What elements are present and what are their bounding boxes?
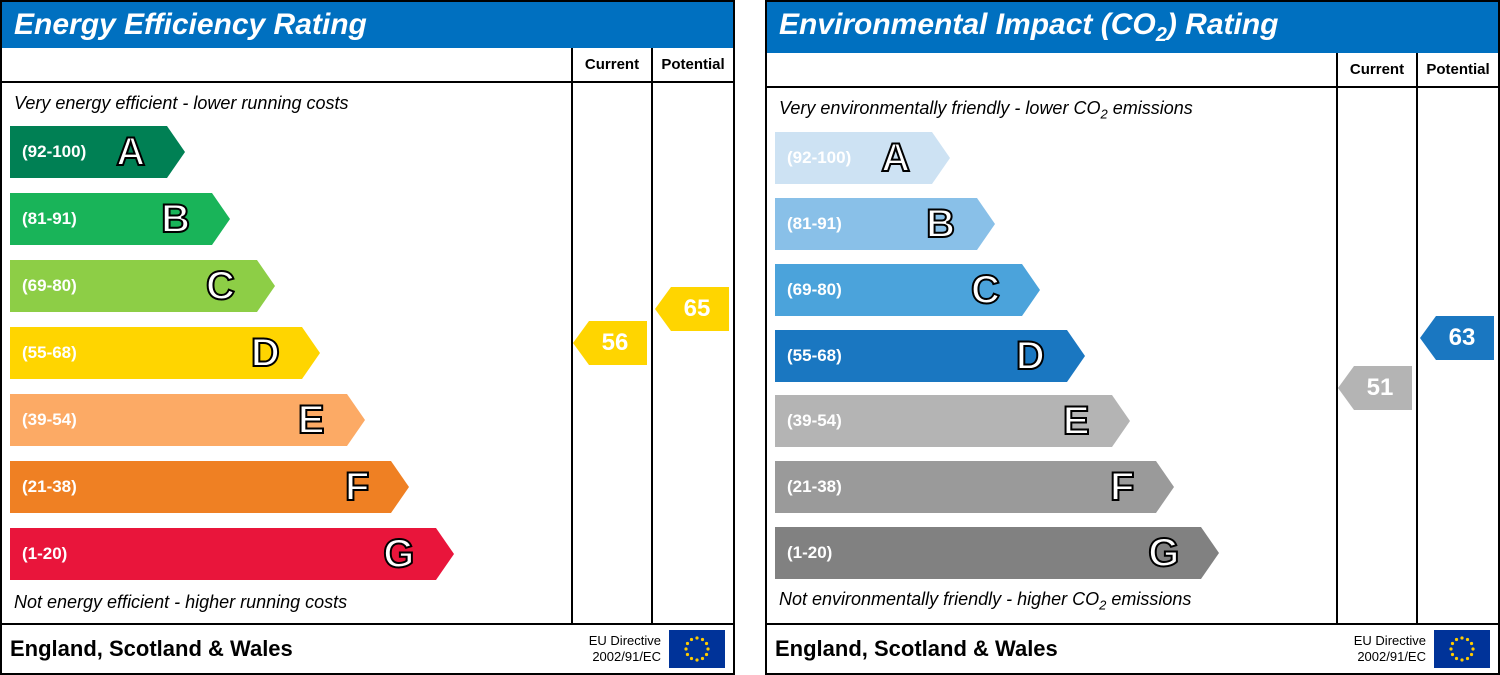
rating-band-g: (1-20) G [775,527,1201,579]
caption-bottom: Not energy efficient - higher running co… [10,584,571,615]
band-range: (21-38) [10,477,77,497]
rating-band-f: (21-38) F [10,461,391,513]
potential-column: 65 [653,83,733,623]
bars-area: Very environmentally friendly - lower CO… [767,88,1338,623]
rating-band-e: (39-54) E [10,394,347,446]
header-row: Current Potential [2,48,733,83]
band-range: (81-91) [775,214,842,234]
potential-pointer: 65 [671,287,729,331]
current-column: 56 [573,83,653,623]
band-range: (69-80) [775,280,842,300]
chart-title: Environmental Impact (CO2) Rating [767,2,1498,53]
band-letter: G [383,534,414,574]
band-letter: A [881,138,910,178]
band-letter: B [161,199,190,239]
rating-band-a: (92-100) A [10,126,167,178]
header-current: Current [1338,53,1418,86]
band-letter: E [1063,401,1090,441]
rating-band-d: (55-68) D [10,327,302,379]
footer-region: England, Scotland & Wales [775,636,1354,662]
caption-bottom: Not environmentally friendly - higher CO… [775,581,1336,615]
rating-band-d: (55-68) D [775,330,1067,382]
chart-body: Very environmentally friendly - lower CO… [767,88,1498,623]
rating-band-f: (21-38) F [775,461,1156,513]
energy-efficiency-chart: Energy Efficiency Rating Current Potenti… [0,0,735,675]
rating-band-c: (69-80) C [775,264,1022,316]
footer-row: England, Scotland & Wales EU Directive20… [767,623,1498,673]
current-pointer: 56 [589,321,647,365]
band-letter: F [345,467,369,507]
band-range: (92-100) [10,142,86,162]
band-range: (39-54) [10,410,77,430]
current-column: 51 [1338,88,1418,623]
band-range: (1-20) [775,543,832,563]
rating-band-b: (81-91) B [10,193,212,245]
band-range: (21-38) [775,477,842,497]
band-letter: D [251,333,280,373]
eu-flag-icon [669,630,725,668]
bars-stack: (92-100) A (81-91) B (69-80) C (55-68) D… [10,122,571,584]
potential-column: 63 [1418,88,1498,623]
band-range: (69-80) [10,276,77,296]
header-potential: Potential [653,48,733,81]
eu-flag-icon [1434,630,1490,668]
bars-area: Very energy efficient - lower running co… [2,83,573,623]
band-letter: E [298,400,325,440]
caption-top: Very environmentally friendly - lower CO… [775,96,1336,130]
rating-band-a: (92-100) A [775,132,932,184]
band-letter: A [116,132,145,172]
rating-band-g: (1-20) G [10,528,436,580]
band-range: (1-20) [10,544,67,564]
header-row: Current Potential [767,53,1498,88]
environmental-impact-chart: Environmental Impact (CO2) Rating Curren… [765,0,1500,675]
band-letter: D [1016,336,1045,376]
footer-region: England, Scotland & Wales [10,636,589,662]
footer-directive: EU Directive2002/91/EC [589,633,661,664]
chart-body: Very energy efficient - lower running co… [2,83,733,623]
header-current: Current [573,48,653,81]
band-range: (55-68) [775,346,842,366]
band-letter: B [926,204,955,244]
caption-top: Very energy efficient - lower running co… [10,91,571,122]
footer-row: England, Scotland & Wales EU Directive20… [2,623,733,673]
band-letter: G [1148,533,1179,573]
current-pointer: 51 [1354,366,1412,410]
band-letter: C [206,266,235,306]
band-letter: C [971,270,1000,310]
band-range: (81-91) [10,209,77,229]
header-potential: Potential [1418,53,1498,86]
potential-pointer: 63 [1436,316,1494,360]
band-range: (39-54) [775,411,842,431]
rating-band-b: (81-91) B [775,198,977,250]
band-letter: F [1110,467,1134,507]
rating-band-e: (39-54) E [775,395,1112,447]
bars-stack: (92-100) A (81-91) B (69-80) C (55-68) D… [775,130,1336,582]
footer-directive: EU Directive2002/91/EC [1354,633,1426,664]
band-range: (55-68) [10,343,77,363]
band-range: (92-100) [775,148,851,168]
rating-band-c: (69-80) C [10,260,257,312]
chart-title: Energy Efficiency Rating [2,2,733,48]
